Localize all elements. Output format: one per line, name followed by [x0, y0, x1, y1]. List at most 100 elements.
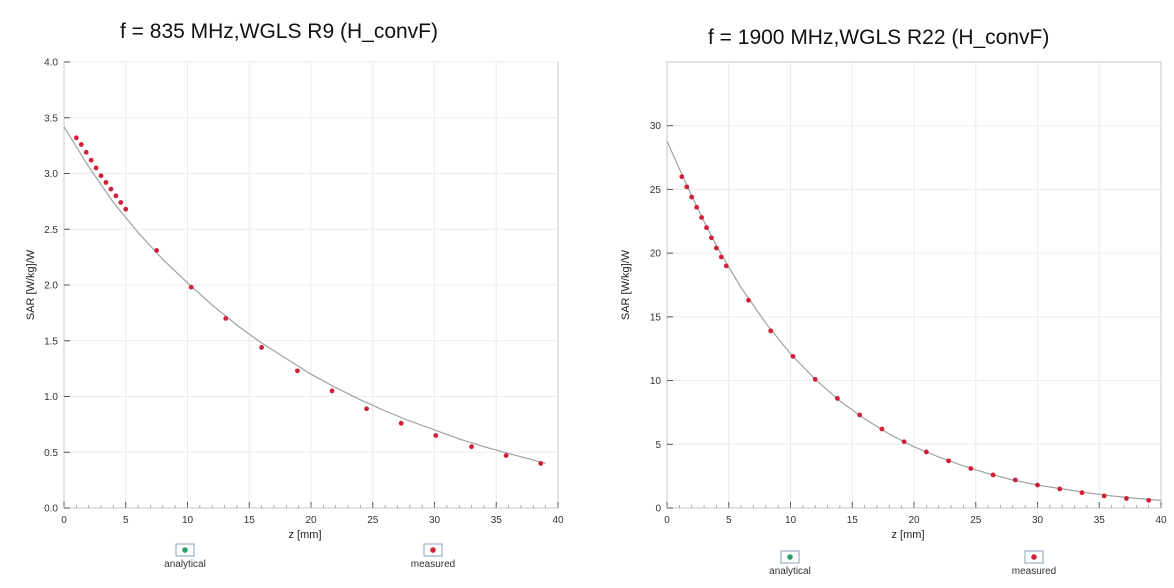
chart-0-x-tick-label: 25 — [367, 515, 379, 526]
chart-1-x-tick-label: 40 — [1155, 515, 1167, 526]
chart-1-measured-point — [923, 449, 929, 455]
chart-1-x-tick-label: 25 — [970, 515, 982, 526]
chart-0-measured-point — [223, 316, 229, 321]
chart-1-x-tick-label: 20 — [908, 515, 920, 526]
chart-1-measured-point — [723, 263, 729, 269]
chart-0-measured-point — [103, 180, 109, 185]
chart-0-x-tick-label: 10 — [182, 515, 194, 526]
chart-1-measured-point — [790, 353, 796, 359]
chart-1-measured-point — [704, 225, 709, 231]
chart-0-y-tick-label: 2.0 — [44, 281, 58, 292]
chart-0-measured-point — [538, 461, 544, 466]
chart-1-measured-point — [689, 194, 695, 200]
chart-0-measured-point — [503, 453, 509, 458]
chart-1-y-tick-label: 25 — [650, 185, 662, 196]
chart-0-x-tick-label: 5 — [123, 515, 129, 526]
chart-0-x-tick-label: 15 — [244, 515, 256, 526]
chart-1-measured-point — [812, 376, 818, 382]
chart-0-y-axis-label: SAR [W/kg]/W — [25, 249, 37, 320]
chart-0-measured-point — [93, 165, 99, 171]
chart-0-x-tick-label: 0 — [61, 515, 67, 526]
chart-1-measured-point — [1057, 486, 1063, 492]
chart-0-measured-point — [78, 142, 84, 147]
chart-0-y-tick-label: 3.5 — [44, 113, 58, 124]
chart-0-measured-point — [98, 173, 104, 179]
chart-1-measured-point — [714, 245, 719, 251]
chart-0-y-tick-label: 0.0 — [44, 504, 58, 515]
chart-0-measured-point — [83, 149, 89, 155]
chart-0-y-tick-label: 3.0 — [44, 169, 58, 180]
chart-0-legend-label-analytical: analytical — [164, 559, 206, 570]
chart-1-measured-point — [1146, 497, 1152, 503]
chart-1-x-tick-label: 30 — [1032, 515, 1044, 526]
chart-0-x-tick-label: 35 — [491, 515, 503, 526]
chart-1-x-axis-label: z [mm] — [892, 529, 925, 541]
chart-1-legend-marker-measured — [1031, 554, 1037, 560]
chart-1-measured-point — [990, 472, 996, 478]
chart-1-measured-point — [879, 426, 885, 432]
chart-0-title: f = 835 MHz,WGLS R9 (H_convF) — [120, 20, 438, 43]
chart-0-legend-marker-measured — [430, 547, 436, 553]
chart-1-y-tick-label: 5 — [655, 440, 661, 451]
chart-0-y-tick-label: 0.5 — [44, 448, 58, 459]
chart-0-measured-point — [329, 388, 335, 394]
chart-1-legend-label-measured: measured — [1012, 566, 1056, 577]
chart-0-measured-point — [73, 135, 79, 141]
chart-1-measured-point — [857, 412, 863, 418]
chart-1-x-tick-label: 35 — [1094, 515, 1106, 526]
chart-1-measured-point — [718, 254, 724, 260]
chart-1-measured-point — [1124, 496, 1129, 501]
chart-1-measured-point — [946, 458, 951, 464]
chart-0-y-tick-label: 4.0 — [44, 58, 58, 69]
chart-1-y-tick-label: 30 — [650, 121, 662, 132]
chart-1-y-axis-label: SAR [W/kg]/W — [620, 249, 632, 320]
chart-0-legend-marker-analytical — [182, 547, 188, 553]
chart-1-x-tick-label: 5 — [726, 515, 732, 526]
chart-1-series-analytical-line — [666, 140, 1162, 501]
chart-0-x-tick-label: 20 — [305, 515, 317, 526]
chart-1-x-tick-label: 15 — [847, 515, 859, 526]
chart-1-measured-point — [709, 235, 714, 241]
chart-0-measured-point — [295, 368, 300, 374]
chart-1-measured-point — [1035, 482, 1040, 488]
chart-1-legend-marker-analytical — [787, 554, 793, 560]
chart-0-y-tick-label: 1.0 — [44, 392, 58, 403]
chart-0-measured-point — [113, 193, 119, 199]
chart-0-measured-point — [364, 406, 369, 412]
chart-0-measured-point — [469, 444, 474, 450]
chart-1-measured-point — [694, 204, 700, 210]
chart-1-measured-point — [699, 215, 704, 220]
chart-0-measured-point — [118, 200, 124, 205]
chart-1900mhz: f = 1900 MHz,WGLS R22 (H_convF) 0 5 10 15 20 2… — [620, 26, 1167, 577]
chart-0-series-analytical-line — [63, 126, 546, 464]
chart-0-legend-label-measured: measured — [411, 559, 455, 570]
chart-0-measured-point — [88, 157, 94, 163]
chart-835mhz: f = 835 MHz,WGLS R9 (H_convF) 0 5 10 15 20 25 3… — [25, 20, 564, 570]
chart-0-x-tick-label: 30 — [429, 515, 441, 526]
chart-0-measured-point — [154, 248, 160, 253]
chart-0-measured-point — [433, 433, 439, 438]
chart-1-y-tick-label: 10 — [650, 376, 662, 387]
chart-1-y-tick-label: 0 — [655, 504, 661, 515]
chart-1-measured-point — [968, 466, 974, 471]
chart-1-measured-point — [768, 328, 774, 334]
chart-1-measured-point — [1012, 477, 1018, 483]
chart-0-measured-point — [123, 206, 129, 212]
chart-0-measured-point — [398, 420, 404, 426]
chart-1-measured-point — [679, 174, 685, 180]
chart-1-y-tick-label: 20 — [650, 249, 662, 260]
chart-1-measured-point — [901, 439, 907, 445]
chart-0-measured-point — [108, 186, 114, 192]
chart-1-measured-point — [835, 396, 840, 401]
chart-0-x-axis-label: z [mm] — [289, 529, 322, 541]
chart-0-y-tick-label: 1.5 — [44, 336, 58, 347]
chart-1-measured-point — [746, 297, 751, 303]
chart-1-y-tick-label: 15 — [650, 312, 662, 323]
chart-0-measured-point — [259, 345, 264, 350]
chart-1-measured-point — [684, 184, 690, 190]
chart-1-title: f = 1900 MHz,WGLS R22 (H_convF) — [708, 26, 1049, 49]
chart-1-legend-label-analytical: analytical — [769, 566, 811, 577]
chart-0-measured-point — [188, 284, 194, 290]
chart-1-x-tick-label: 10 — [785, 515, 797, 526]
